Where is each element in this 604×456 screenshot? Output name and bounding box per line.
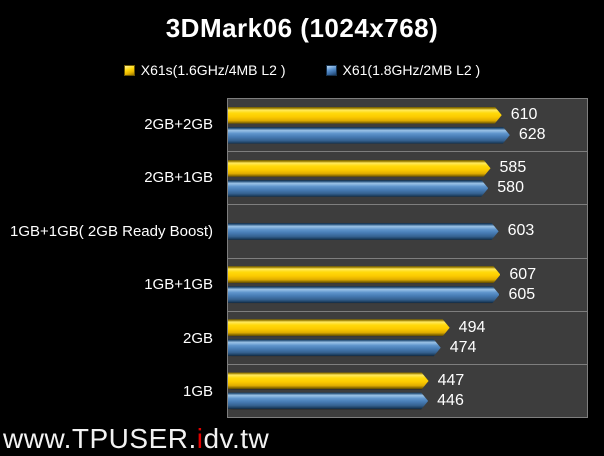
legend-item-x61s: X61s(1.6GHz/4MB L2 ): [123, 62, 286, 78]
bar-line: 605: [228, 286, 587, 303]
category-label: 1GB+1GB( 2GB Ready Boost): [9, 222, 213, 240]
bar-x61: [228, 223, 499, 240]
bar-x61: [228, 180, 488, 197]
category-label: 2GB: [182, 329, 213, 347]
category-band: 585 580: [228, 151, 587, 204]
bar-line: 494: [228, 319, 587, 336]
chart-title: 3DMark06 (1024x768): [165, 13, 439, 43]
value-label: 585: [499, 159, 527, 177]
bar-x61s: [228, 160, 491, 177]
bar-line: 446: [228, 392, 587, 409]
category-band: 494 474: [228, 310, 587, 364]
category-label: 1GB+1GB: [144, 276, 213, 294]
legend-item-x61: X61(1.8GHz/2MB L2 ): [325, 62, 481, 78]
legend: X61s(1.6GHz/4MB L2 ) X61(1.8GHz/2MB L2 ): [0, 62, 604, 78]
bar-stack: 585 580: [228, 159, 587, 197]
bar-stack: 610 628: [228, 106, 587, 144]
value-label: 580: [497, 179, 524, 197]
value-label: 446: [437, 391, 464, 409]
watermark-accent: i: [196, 423, 204, 454]
category-band: 447 446: [228, 363, 587, 417]
legend-swatch-x61s-icon: [123, 64, 135, 76]
category-label: 1GB: [182, 383, 213, 401]
watermark-suffix: dv.tw: [203, 423, 270, 454]
value-label: 605: [508, 285, 536, 303]
value-label: 610: [510, 106, 538, 124]
category-label: 2GB+2GB: [144, 115, 213, 133]
bar-line: 580: [228, 179, 587, 197]
bar-x61s: [228, 107, 502, 124]
value-label: 607: [509, 265, 537, 283]
value-label: 494: [458, 318, 486, 336]
category-band: 610 628: [228, 99, 587, 151]
bar-line: 603: [228, 222, 587, 240]
bar-stack: 494 474: [228, 319, 587, 356]
bar-x61: [228, 127, 510, 144]
bar-stack: 603: [228, 222, 587, 240]
legend-label-x61: X61(1.8GHz/2MB L2 ): [342, 62, 481, 78]
watermark: www.TPUSER.idv.tw: [3, 423, 269, 455]
bar-line: 474: [228, 339, 587, 356]
value-label: 603: [507, 222, 535, 240]
bar-stack: 607 605: [228, 266, 587, 303]
bar-line: 607: [228, 266, 587, 283]
bar-line: 585: [228, 159, 587, 177]
bar-x61: [228, 392, 428, 409]
legend-swatch-x61-icon: [325, 64, 337, 76]
legend-label-x61s: X61s(1.6GHz/4MB L2 ): [140, 62, 286, 78]
bar-line: 447: [228, 372, 587, 389]
category-band: 603: [228, 204, 587, 257]
bar-stack: 447 446: [228, 372, 587, 409]
watermark-prefix: www.TPUSER.: [3, 423, 197, 454]
bar-line: 610: [228, 106, 587, 124]
category-labels: 2GB+2GB 2GB+1GB 1GB+1GB( 2GB Ready Boost) 1…: [0, 98, 213, 418]
category-band: 607 605: [228, 257, 587, 311]
value-label: 447: [437, 371, 465, 389]
plot-area: 610 628 585 580 603 607 605 494 474 447 446: [227, 98, 588, 418]
bar-x61: [228, 286, 499, 303]
bar-x61: [228, 339, 441, 356]
bar-x61s: [228, 372, 429, 389]
bar-line: 628: [228, 126, 587, 144]
bar-x61s: [228, 319, 450, 336]
value-label: 628: [518, 126, 546, 144]
value-label: 474: [449, 338, 477, 356]
bar-x61s: [228, 266, 500, 283]
category-label: 2GB+1GB: [144, 169, 213, 187]
